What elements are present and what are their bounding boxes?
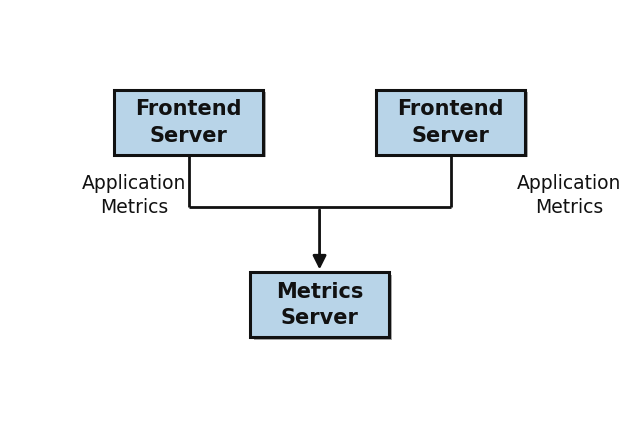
FancyBboxPatch shape xyxy=(114,90,263,155)
FancyBboxPatch shape xyxy=(118,92,266,157)
FancyBboxPatch shape xyxy=(250,272,389,338)
Text: Frontend
Server: Frontend Server xyxy=(397,99,504,146)
Text: Application
Metrics: Application Metrics xyxy=(82,174,186,217)
Text: Application
Metrics: Application Metrics xyxy=(517,174,621,217)
Text: Metrics
Server: Metrics Server xyxy=(276,282,363,328)
FancyBboxPatch shape xyxy=(254,275,392,340)
FancyBboxPatch shape xyxy=(380,92,528,157)
FancyBboxPatch shape xyxy=(376,90,524,155)
Text: Frontend
Server: Frontend Server xyxy=(135,99,242,146)
